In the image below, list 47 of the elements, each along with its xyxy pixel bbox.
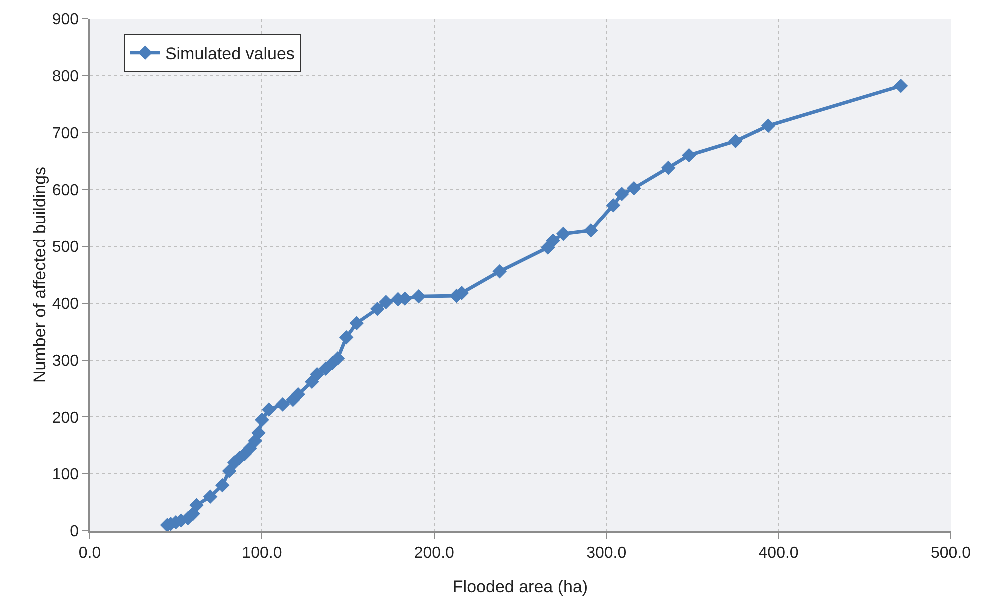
x-tick-label: 400.0 (758, 544, 799, 562)
y-tick-label: 700 (52, 125, 80, 142)
point (350, 316, 364, 331)
point (215, 478, 230, 493)
point (276, 398, 290, 412)
y-tick-label: 500 (52, 239, 80, 256)
x-tick-label: 0.0 (78, 544, 102, 562)
point (584, 223, 598, 238)
point (682, 148, 696, 163)
y-tick-label: 900 (52, 12, 80, 29)
y-tick-label: 800 (52, 68, 80, 86)
x-tick-label: 300.0 (586, 544, 627, 562)
y-tick-label: 200 (52, 410, 80, 427)
point (291, 387, 306, 402)
x-tick-label: 200.0 (414, 544, 455, 562)
point (243, 441, 258, 456)
point (310, 367, 324, 382)
x-axis-title: Flooded area (ha) (452, 578, 588, 596)
point (492, 264, 507, 279)
point (339, 330, 354, 345)
point (606, 198, 621, 213)
point (556, 226, 571, 242)
point (546, 234, 560, 248)
point (412, 289, 426, 304)
point (190, 498, 204, 513)
point (894, 78, 908, 94)
y-tick-label: 300 (52, 352, 80, 370)
point (370, 302, 385, 316)
x-tick-label: 500.0 (930, 544, 972, 562)
point (627, 181, 642, 196)
y-tick-label: 100 (52, 466, 80, 484)
y-tick-label: 0 (70, 524, 80, 541)
legend-label: Simulated values (165, 44, 295, 64)
point (761, 118, 776, 134)
point (203, 490, 218, 504)
y-tick-label: 400 (52, 296, 80, 314)
point (252, 426, 266, 440)
point (614, 187, 630, 202)
y-tick-label: 600 (52, 182, 80, 200)
point (728, 134, 743, 148)
y-axis-title: Number of affected buildings (30, 166, 50, 384)
point (661, 160, 676, 176)
point (262, 402, 276, 417)
point (379, 295, 394, 310)
point (255, 412, 270, 428)
point (222, 464, 237, 478)
x-tick-label: 100.0 (242, 544, 282, 562)
